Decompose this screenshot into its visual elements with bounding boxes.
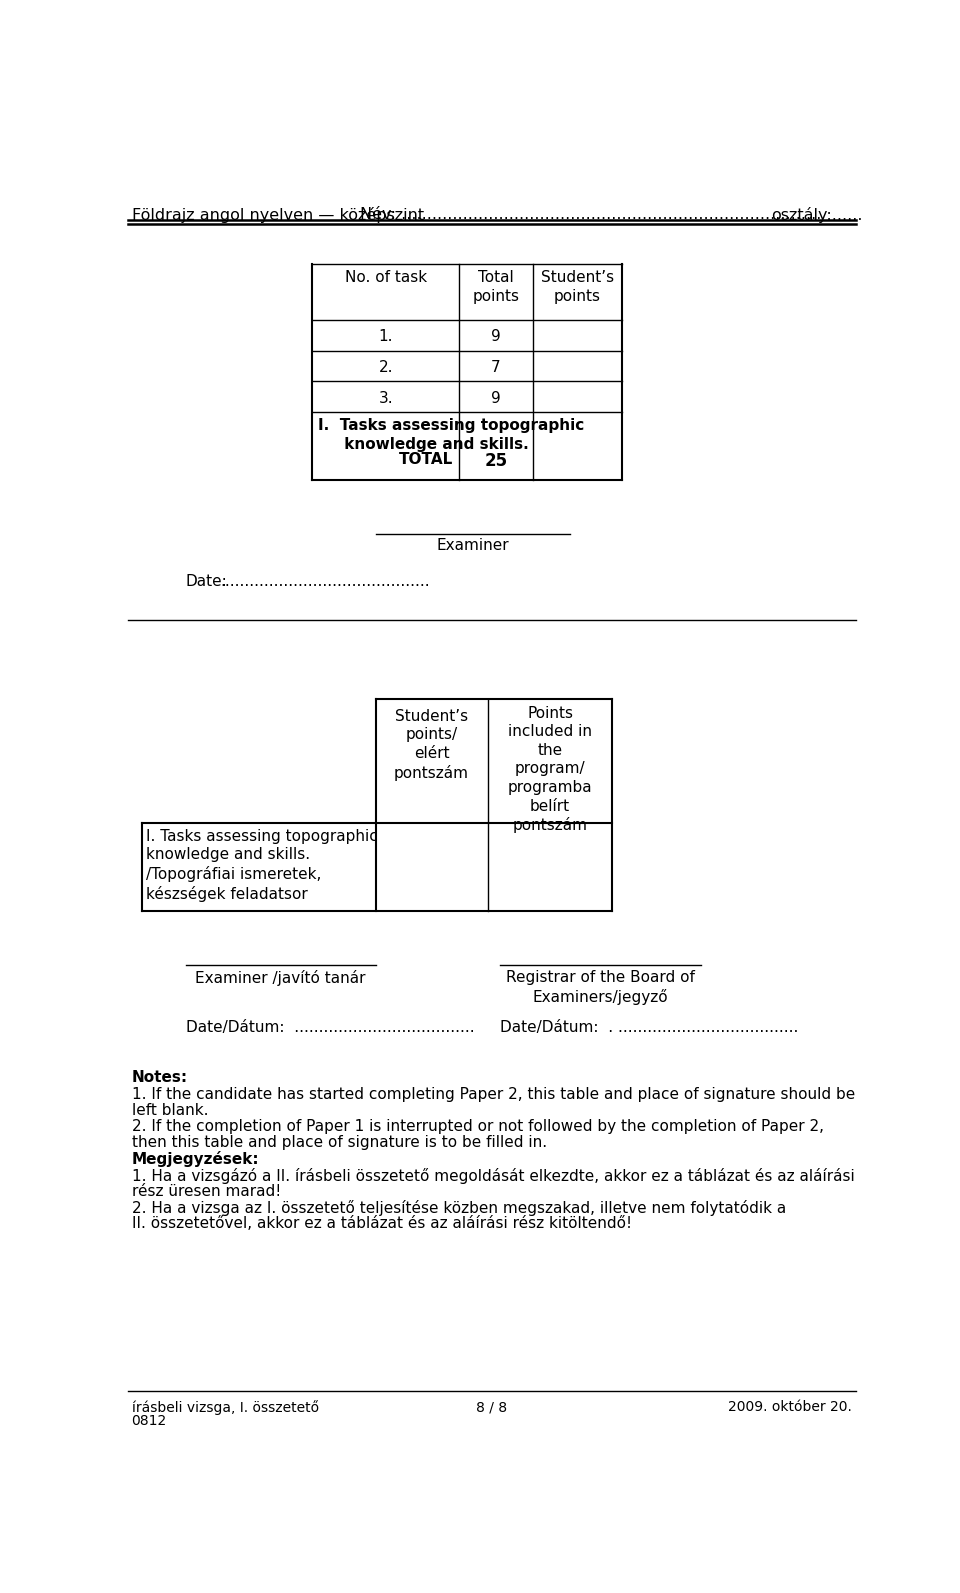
Text: Notes:: Notes: — [132, 1070, 188, 1085]
Text: Date/Dátum:  . .....................................: Date/Dátum: . ..........................… — [500, 1021, 798, 1035]
Text: Megjegyzések:: Megjegyzések: — [132, 1152, 259, 1168]
Text: Examiner: Examiner — [436, 538, 509, 553]
Text: then this table and place of signature is to be filled in.: then this table and place of signature i… — [132, 1136, 547, 1150]
Text: írásbeli vizsga, I. összetető: írásbeli vizsga, I. összetető — [132, 1400, 319, 1415]
Text: Student’s
points/
elért
pontszám: Student’s points/ elért pontszám — [394, 709, 469, 781]
Text: I. Tasks assessing topographic
knowledge and skills.
/Topográfiai ismeretek,
kés: I. Tasks assessing topographic knowledge… — [146, 828, 378, 902]
Text: Student’s
points: Student’s points — [540, 271, 613, 304]
Text: Név: ...........................................................................: Név: ...................................… — [360, 207, 822, 221]
Text: 2009. október 20.: 2009. október 20. — [729, 1400, 852, 1415]
Text: Date:: Date: — [186, 573, 228, 589]
Text: 0812: 0812 — [132, 1415, 167, 1427]
Text: 9: 9 — [491, 390, 501, 406]
Text: 2.: 2. — [378, 360, 393, 374]
Text: Date/Dátum:  .....................................: Date/Dátum: ............................… — [186, 1021, 474, 1035]
Text: 25: 25 — [484, 452, 508, 470]
Text: left blank.: left blank. — [132, 1102, 208, 1118]
Text: 2. If the completion of Paper 1 is interrupted or not followed by the completion: 2. If the completion of Paper 1 is inter… — [132, 1118, 824, 1134]
Text: 1.: 1. — [378, 330, 393, 344]
Text: II. összetetővel, akkor ez a táblázat és az aláírási rész kitöltendő!: II. összetetővel, akkor ez a táblázat és… — [132, 1215, 632, 1231]
Text: 8 / 8: 8 / 8 — [476, 1400, 508, 1415]
Text: Total
points: Total points — [472, 271, 519, 304]
Text: Points
included in
the
program/
programba
belírt
pontszám: Points included in the program/ programb… — [508, 706, 592, 833]
Text: 3.: 3. — [378, 390, 394, 406]
Text: I.  Tasks assessing topographic
     knowledge and skills.: I. Tasks assessing topographic knowledge… — [319, 419, 585, 452]
Text: 1. Ha a vizsgázó a II. írásbeli összetető megoldását elkezdte, akkor ez a tábláz: 1. Ha a vizsgázó a II. írásbeli összetet… — [132, 1168, 854, 1184]
Text: Földrajz angol nyelven — középszint: Földrajz angol nyelven — középszint — [132, 207, 423, 223]
Text: TOTAL: TOTAL — [399, 452, 453, 467]
Text: 1. If the candidate has started completing Paper 2, this table and place of sign: 1. If the candidate has started completi… — [132, 1086, 854, 1102]
Text: ...........................................: ........................................… — [221, 573, 430, 589]
Text: 2. Ha a vizsga az I. összetető teljesítése közben megszakad, illetve nem folytat: 2. Ha a vizsga az I. összetető teljesíté… — [132, 1200, 786, 1215]
Text: Examiner /javító tanár: Examiner /javító tanár — [195, 970, 366, 986]
Text: No. of task: No. of task — [345, 271, 427, 285]
Text: 7: 7 — [492, 360, 501, 374]
Text: osztály:......: osztály:...... — [771, 207, 862, 223]
Text: Registrar of the Board of
Examiners/jegyző: Registrar of the Board of Examiners/jegy… — [506, 970, 695, 1005]
Text: 9: 9 — [491, 330, 501, 344]
Text: rész üresen marad!: rész üresen marad! — [132, 1184, 281, 1198]
